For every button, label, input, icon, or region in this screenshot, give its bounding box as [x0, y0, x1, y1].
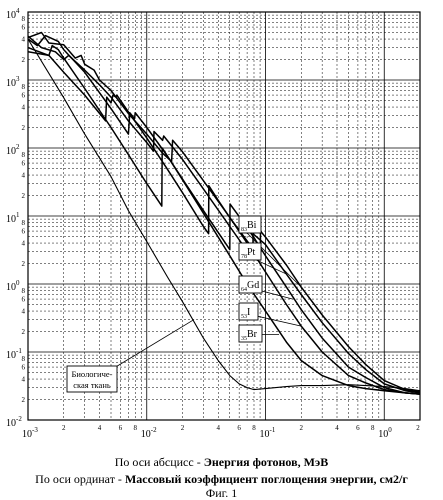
y-minor-tick-label: 2 — [22, 124, 26, 132]
y-tick-label: 10-1 — [6, 347, 22, 361]
y-minor-tick-label: 4 — [22, 104, 26, 112]
y-minor-tick-label: 4 — [22, 36, 26, 44]
y-axis-caption: По оси ординат - Массовый коэффициент по… — [0, 472, 443, 486]
x-minor-tick-label: 6 — [237, 424, 241, 432]
y-minor-tick-label: 8 — [22, 15, 26, 23]
y-tick-label: 104 — [6, 7, 20, 21]
y-minor-tick-label: 2 — [22, 328, 26, 336]
y-minor-tick-label: 6 — [22, 364, 26, 372]
x-tick-label: 10-3 — [22, 426, 38, 440]
y-minor-tick-label: 2 — [22, 192, 26, 200]
y-minor-tick-label: 4 — [22, 240, 26, 248]
x-minor-tick-label: 4 — [335, 424, 339, 432]
x-tick-label: 10-1 — [260, 426, 276, 440]
y-minor-tick-label: 6 — [22, 92, 26, 100]
y-minor-tick-label: 2 — [22, 56, 26, 64]
x-minor-tick-label: 6 — [119, 424, 123, 432]
y-axis-title: Массовый коэффициент поглощения энергии,… — [125, 472, 408, 486]
y-minor-tick-label: 4 — [22, 376, 26, 384]
y-minor-tick-label: 4 — [22, 172, 26, 180]
y-tick-label: 100 — [6, 279, 20, 293]
x-axis-title: Энергия фотонов, МэВ — [204, 455, 329, 469]
y-minor-tick-label: 6 — [22, 24, 26, 32]
y-minor-tick-label: 2 — [22, 260, 26, 268]
y-minor-tick-label: 6 — [22, 228, 26, 236]
x-minor-tick-label: 6 — [356, 424, 360, 432]
x-tick-label: 100 — [378, 426, 392, 440]
y-minor-tick-label: 6 — [22, 296, 26, 304]
y-tick-label: 103 — [6, 75, 20, 89]
x-minor-tick-label: 8 — [371, 424, 375, 432]
y-minor-tick-label: 2 — [22, 396, 26, 404]
y-minor-tick-label: 6 — [22, 160, 26, 168]
x-end-tick-label: 2 — [416, 424, 420, 432]
y-minor-tick-label: 8 — [22, 151, 26, 159]
y-minor-tick-label: 8 — [22, 355, 26, 363]
x-minor-tick-label: 4 — [216, 424, 220, 432]
x-minor-tick-label: 2 — [62, 424, 66, 432]
y-minor-tick-label: 4 — [22, 308, 26, 316]
figure-label: Фиг. 1 — [0, 486, 443, 500]
x-tick-label: 10-2 — [141, 426, 157, 440]
x-minor-tick-label: 2 — [181, 424, 185, 432]
label-text-line1: Биологиче- — [72, 369, 113, 379]
chart: 10-310-210-1100246824682468210-210-11001… — [0, 0, 443, 455]
y-tick-label: 101 — [6, 211, 20, 225]
x-axis-caption: По оси абсцисс - Энергия фотонов, МэВ — [0, 455, 443, 469]
y-minor-tick-label: 8 — [22, 287, 26, 295]
x-minor-tick-label: 8 — [252, 424, 256, 432]
x-minor-tick-label: 8 — [133, 424, 137, 432]
x-minor-tick-label: 2 — [299, 424, 303, 432]
y-caption-prefix: По оси ординат - — [35, 472, 125, 486]
label-text-line2: ская ткань — [73, 380, 111, 390]
y-minor-tick-label: 8 — [22, 83, 26, 91]
y-tick-label: 10-2 — [6, 415, 22, 429]
x-caption-prefix: По оси абсцисс - — [115, 455, 204, 469]
y-tick-label: 102 — [6, 143, 20, 157]
y-minor-tick-label: 8 — [22, 219, 26, 227]
x-minor-tick-label: 4 — [98, 424, 102, 432]
